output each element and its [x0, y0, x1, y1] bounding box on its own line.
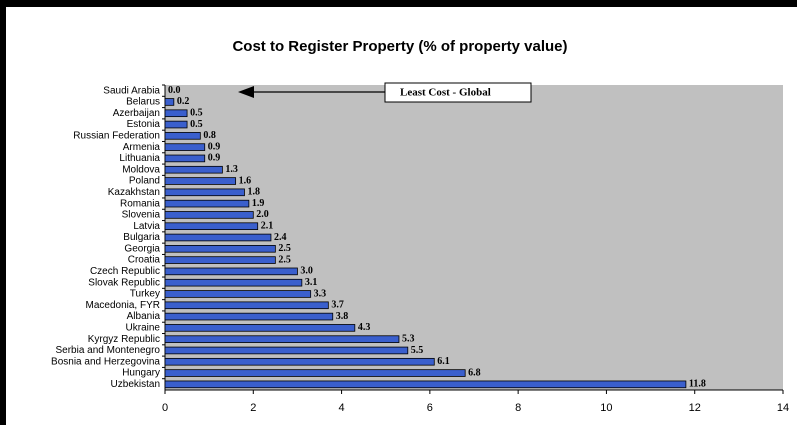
value-label: 0.2 [177, 96, 190, 107]
bar [164, 188, 245, 197]
bar [164, 143, 206, 151]
y-tick-label: Latvia [133, 221, 160, 232]
bar [164, 120, 188, 129]
value-label: 3.0 [300, 266, 313, 277]
bar [164, 369, 466, 377]
bar [164, 211, 254, 219]
value-label: 2.5 [278, 254, 291, 265]
y-tick-label: Macedonia, FYR [86, 300, 160, 311]
bar [164, 233, 272, 242]
bar [164, 165, 223, 174]
value-label: 2.5 [278, 243, 291, 254]
value-label: 0.9 [208, 153, 221, 164]
annotation-box [384, 82, 532, 103]
y-tick-label: Kazakhstan [108, 187, 160, 198]
y-tick-label: Serbia and Montenegro [55, 345, 160, 356]
bar [164, 245, 276, 253]
value-label: 2.0 [256, 209, 269, 220]
bar [164, 154, 206, 163]
y-tick-label: Azerbaijan [113, 108, 160, 119]
bar [164, 324, 356, 332]
y-tick-label: Kyrgyz Republic [88, 334, 160, 345]
arrow-head [238, 86, 254, 98]
frame-left [0, 0, 6, 425]
chart-title: Cost to Register Property (% of property… [232, 38, 567, 55]
value-label: 1.6 [239, 175, 252, 186]
y-tick-label: Hungary [122, 368, 160, 379]
value-label: 5.3 [402, 333, 415, 344]
value-label: 1.8 [247, 187, 260, 198]
y-tick-label: Moldova [122, 164, 160, 175]
x-tick-label: 14 [777, 402, 789, 414]
x-tick-label: 0 [162, 402, 168, 414]
x-tick-label: 6 [427, 402, 433, 414]
bar [164, 335, 400, 343]
y-tick-label: Belarus [126, 97, 160, 108]
value-label: 1.3 [225, 164, 238, 175]
bar [164, 177, 237, 185]
bar [164, 109, 188, 118]
y-tick-label: Georgia [124, 243, 160, 254]
x-tick-label: 4 [339, 402, 345, 414]
y-tick-label: Turkey [130, 289, 160, 300]
y-tick-label: Lithuania [119, 153, 160, 164]
bar [164, 357, 435, 366]
y-tick-label: Ukraine [126, 323, 161, 334]
frame-top [0, 0, 797, 7]
value-label: 6.8 [468, 367, 481, 378]
y-tick-label: Estonia [127, 119, 161, 130]
y-tick-label: Bosnia and Herzegovina [51, 356, 160, 367]
bar [164, 301, 329, 310]
value-label: 3.7 [331, 300, 344, 311]
y-tick-label: Slovak Republic [88, 277, 160, 288]
x-tick-label: 10 [600, 402, 612, 414]
value-label: 0.5 [190, 108, 203, 119]
value-label: 1.9 [252, 198, 265, 209]
value-label: 6.1 [437, 356, 450, 367]
bar [164, 380, 687, 389]
x-tick-label: 12 [689, 402, 701, 414]
y-tick-label: Czech Republic [90, 266, 160, 277]
bar [164, 346, 409, 355]
bar [164, 278, 303, 287]
value-label: 2.1 [261, 221, 274, 232]
value-label: 2.4 [274, 232, 287, 243]
value-label: 5.5 [411, 345, 424, 356]
y-tick-label: Armenia [123, 142, 161, 153]
bar [164, 256, 276, 264]
value-label: 0.9 [208, 141, 221, 152]
bar [164, 290, 312, 298]
y-tick-label: Albania [127, 311, 161, 322]
y-tick-label: Croatia [128, 255, 161, 266]
y-tick-label: Saudi Arabia [103, 85, 160, 96]
bar [164, 132, 201, 140]
x-tick-label: 2 [250, 402, 256, 414]
value-label: 4.3 [358, 322, 371, 333]
bar [164, 199, 250, 208]
value-label: 0.5 [190, 119, 203, 130]
y-tick-label: Bulgaria [123, 232, 160, 243]
y-tick-label: Romania [120, 198, 160, 209]
bar [164, 267, 298, 276]
value-label: 11.8 [689, 379, 706, 390]
y-tick-label: Slovenia [122, 210, 161, 221]
value-label: 3.3 [314, 288, 327, 299]
value-label: 0.8 [203, 130, 216, 141]
value-label: 3.8 [336, 311, 349, 322]
bar [164, 222, 259, 230]
bar [164, 312, 334, 321]
x-tick-label: 8 [515, 402, 521, 414]
bar [164, 98, 175, 106]
y-tick-label: Russian Federation [73, 130, 160, 141]
y-tick-label: Poland [129, 176, 160, 187]
annotation: Least Cost - Global [400, 87, 491, 99]
value-label: 3.1 [305, 277, 318, 288]
value-label: 0.0 [168, 85, 181, 96]
y-tick-label: Uzbekistan [111, 379, 160, 390]
